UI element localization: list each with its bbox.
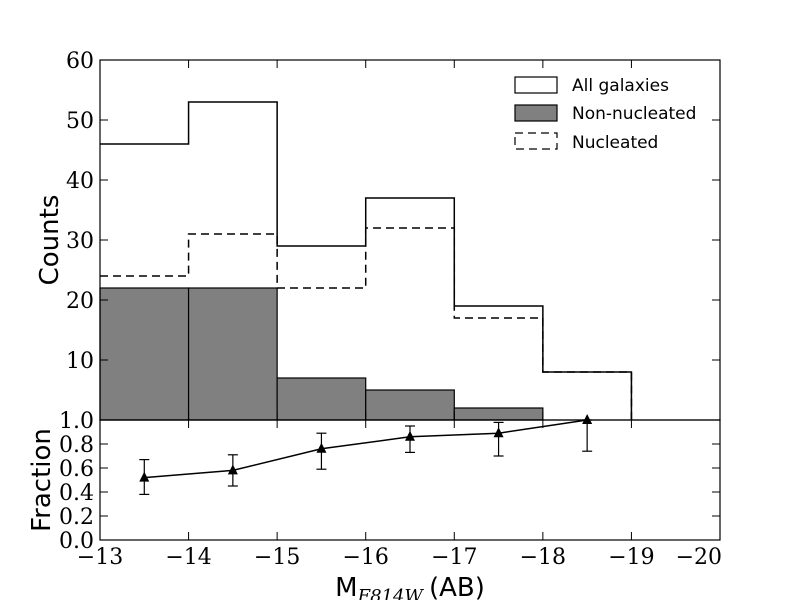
counts-y-tick-label: 60 — [66, 49, 94, 74]
counts-y-ticks: 10 20 30 40 50 60 — [66, 49, 720, 374]
counts-y-tick-label: 20 — [66, 289, 94, 314]
counts-y-tick-label: 10 — [66, 349, 94, 374]
fraction-points — [139, 414, 593, 482]
fraction-point — [139, 471, 150, 482]
legend-label-non-nucleated: Non-nucleated — [572, 104, 696, 124]
legend-swatch-all-galaxies — [514, 76, 558, 94]
fraction-y-tick-label: 0.4 — [59, 481, 94, 506]
fraction-x-ticks: −13 −14 −15 −16 −17 −18 −19 −20 — [77, 420, 722, 570]
x-tick-label: −19 — [608, 545, 654, 570]
x-tick-label: −17 — [431, 545, 477, 570]
legend-swatch-nucleated — [514, 132, 558, 150]
fraction-line — [144, 419, 588, 479]
legend-swatch-non-nucleated — [514, 104, 558, 122]
non-nucleated-bar — [187, 287, 278, 421]
fraction-error-bars — [139, 419, 593, 495]
fraction-y-tick-label: 1.0 — [59, 409, 94, 434]
x-tick-label: −18 — [520, 545, 566, 570]
fraction-y-ticks: 0.00.20.40.60.81.0 — [59, 409, 720, 554]
fraction-panel-frame — [99, 419, 721, 541]
x-axis-label-subscript: F814W — [357, 586, 425, 600]
x-tick-label: −16 — [342, 545, 388, 570]
counts-y-tick-label: 40 — [66, 169, 94, 194]
x-axis-label-main: M — [335, 573, 357, 600]
legend: All galaxies Non-nucleated Nucleated — [514, 76, 696, 153]
non-nucleated-bar — [99, 287, 190, 421]
fraction-point — [227, 464, 238, 475]
non-nucleated-bar — [453, 407, 544, 421]
x-tick-label: −15 — [254, 545, 300, 570]
x-axis-label-unit: (AB) — [429, 573, 485, 600]
fraction-y-axis-label: Fraction — [27, 428, 57, 532]
fraction-point — [582, 414, 593, 424]
counts-x-ticks — [99, 60, 721, 420]
legend-label-all-galaxies: All galaxies — [572, 76, 669, 96]
fraction-point — [405, 430, 415, 441]
x-axis-label: MF814W (AB) — [335, 573, 485, 600]
non-nucleated-bars — [99, 287, 544, 421]
x-tick-label: −20 — [676, 545, 722, 570]
counts-y-tick-label: 30 — [66, 229, 94, 254]
non-nucleated-bar — [276, 377, 367, 421]
counts-y-axis-label: Counts — [35, 195, 65, 286]
fraction-y-tick-label: 0.8 — [59, 433, 94, 458]
counts-y-tick-label: 50 — [66, 109, 94, 134]
fraction-y-tick-label: 0.6 — [59, 457, 94, 482]
x-tick-label: −14 — [165, 545, 211, 570]
x-tick-label: −13 — [77, 545, 123, 570]
fraction-panel: 0.00.20.40.60.81.0 −13 −14 −15 −16 −17 −18 −19… — [27, 409, 722, 600]
fraction-y-tick-label: 0.0 — [59, 529, 94, 554]
nucleated-step — [100, 227, 633, 420]
fraction-point — [493, 427, 504, 438]
fraction-point — [316, 442, 327, 453]
legend-label-nucleated: Nucleated — [572, 133, 658, 153]
fraction-y-tick-label: 0.2 — [59, 505, 94, 530]
counts-panel: 10 20 30 40 50 60 Counts All galaxies Non-nuc… — [35, 49, 721, 421]
non-nucleated-bar — [365, 389, 455, 421]
